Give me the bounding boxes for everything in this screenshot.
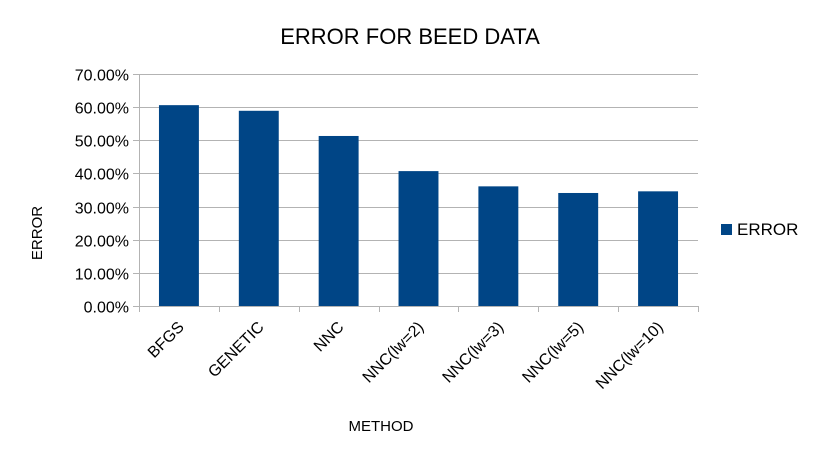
y-tick-labels: 0.00% 10.00% 20.00% 30.00% 40.00% 50.00% 60.00… xyxy=(75,68,129,317)
y-tick-label: 0.00% xyxy=(84,300,129,317)
legend-label: ERROR xyxy=(737,220,798,239)
y-tick-label: 30.00% xyxy=(75,201,129,218)
bar xyxy=(558,192,599,306)
x-tick-label: NNC(lw=2) xyxy=(360,319,428,387)
bar xyxy=(238,110,279,306)
x-tick-label: BFGS xyxy=(145,319,188,362)
y-tick-label: 10.00% xyxy=(75,267,129,284)
chart-title: ERROR FOR BEED DATA xyxy=(280,24,540,49)
y-tick-label: 60.00% xyxy=(75,101,129,118)
x-tick-label: NNC(lw=10) xyxy=(593,319,667,393)
y-axis-label: ERROR xyxy=(29,206,46,260)
x-tick-label: NNC xyxy=(311,319,348,356)
axes xyxy=(133,74,699,312)
bar xyxy=(638,191,679,306)
legend: ERROR xyxy=(721,220,798,239)
y-tick-label: 50.00% xyxy=(75,134,129,151)
bars xyxy=(158,105,679,306)
bar xyxy=(318,135,359,306)
x-tick-labels: BFGS GENETIC NNC NNC(lw=2) NNC(lw=3) NNC(lw=5… xyxy=(145,319,667,393)
y-tick-label: 20.00% xyxy=(75,234,129,251)
legend-swatch xyxy=(721,224,732,235)
y-tick-label: 40.00% xyxy=(75,167,129,184)
bar xyxy=(158,105,199,306)
x-tick-label: NNC(lw=3) xyxy=(440,319,508,387)
x-axis-label: METHOD xyxy=(349,418,414,435)
bar xyxy=(478,186,519,306)
bar xyxy=(398,171,439,306)
x-tick-label: NNC(lw=5) xyxy=(519,319,587,387)
x-tick-label: GENETIC xyxy=(205,319,267,381)
y-tick-label: 70.00% xyxy=(75,68,129,85)
